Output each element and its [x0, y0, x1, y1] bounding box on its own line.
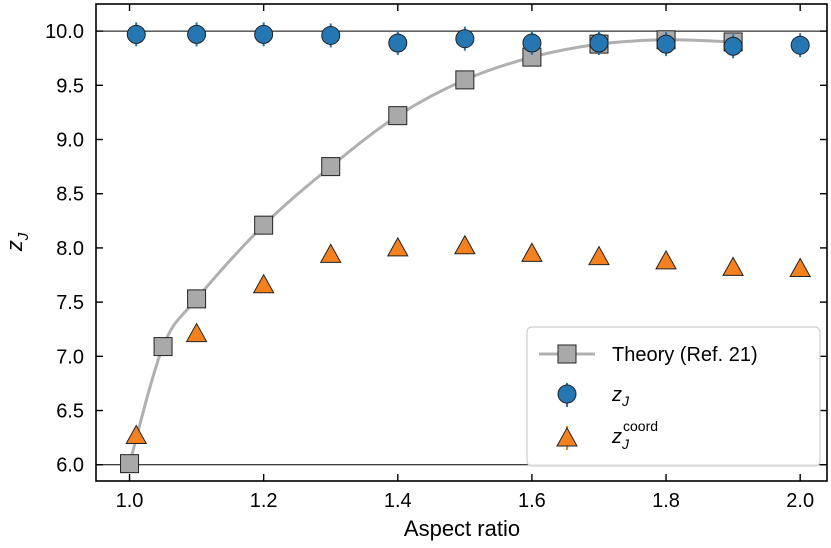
y-tick-label: 6.5: [56, 401, 84, 423]
y-tick-label: 6.0: [56, 455, 84, 477]
legend-zj-sub: J: [621, 393, 630, 409]
zj-coord-point: [319, 243, 342, 263]
zj-coord-point: [125, 424, 148, 444]
zj-coord-point: [386, 236, 409, 257]
y-tick-label: 8.0: [56, 238, 84, 260]
legend-entry-zj: zJ: [557, 383, 630, 409]
theory-point: [321, 157, 341, 177]
data-markers: [120, 22, 812, 474]
theory-point: [120, 454, 140, 474]
zj-coord-point: [789, 257, 812, 278]
y-tick-label: 7.5: [56, 292, 84, 314]
y-tick-label: 10.0: [45, 21, 84, 43]
y-tick-label: 9.5: [56, 75, 84, 97]
y-tick-label: 7.0: [56, 346, 84, 368]
x-axis-label: Aspect ratio: [404, 516, 520, 541]
y-axis-label-main: z: [2, 240, 27, 252]
theory-point: [153, 337, 173, 357]
x-tick-label: 1.4: [384, 490, 412, 512]
zj-point: [723, 36, 743, 56]
theory-point: [388, 106, 408, 126]
legend-coord-sup: coord: [623, 418, 658, 434]
zj-point: [455, 29, 475, 49]
legend: Theory (Ref. 21) zJ zJcoord: [526, 326, 821, 467]
zj-point: [187, 24, 207, 44]
theory-line-path: [128, 38, 734, 465]
zj-point: [522, 33, 542, 53]
x-tick-label: 1.0: [116, 490, 144, 512]
legend-zj-label: zJ: [611, 384, 630, 409]
theory-point: [455, 70, 475, 90]
zj-point: [126, 24, 146, 44]
legend-entry-theory: Theory (Ref. 21): [539, 344, 758, 366]
zj-point: [589, 33, 609, 53]
zj-point: [254, 24, 274, 44]
legend-zj-main: z: [611, 384, 622, 406]
zj-point: [321, 25, 341, 45]
zj-coord-point: [521, 242, 543, 262]
y-axis-label: zJ: [2, 232, 32, 252]
zj-coord-point: [722, 256, 744, 276]
x-tick-label: 1.6: [518, 490, 546, 512]
plot-frame: [95, 3, 828, 482]
zj-coord-point: [588, 245, 610, 266]
legend-coord-main: z: [611, 426, 622, 448]
theory-curve: [128, 38, 734, 465]
zj-coord-point: [185, 322, 208, 343]
zj-coord-point: [252, 273, 275, 294]
zj-coord-point: [655, 249, 677, 270]
axis-ticks: 1.0 1.2 1.4 1.6 1.8 2.0 6.0 6.5 7.0 7.5 8.0 8.5 9.0 9…: [45, 4, 827, 512]
y-tick-label: 8.5: [56, 184, 84, 206]
y-axis-label-sub: J: [15, 232, 32, 241]
zj-point: [656, 34, 676, 54]
legend-box: [526, 326, 821, 467]
legend-theory-marker: [557, 344, 577, 364]
legend-zj-marker: [557, 384, 577, 404]
legend-theory-label: Theory (Ref. 21): [612, 344, 758, 366]
legend-coord-marker: [556, 426, 578, 447]
x-tick-label: 1.8: [652, 490, 680, 512]
legend-coord-sub: J: [621, 436, 630, 452]
legend-coord-label: zJcoord: [611, 418, 658, 452]
x-tick-label: 2.0: [786, 490, 814, 512]
zj-point: [790, 35, 810, 55]
x-tick-label: 1.2: [250, 490, 278, 512]
zj-point: [388, 33, 408, 53]
svg-text:zJ: zJ: [2, 232, 32, 252]
y-tick-label: 9.0: [56, 130, 84, 152]
theory-point: [254, 215, 274, 235]
zj-coord-point: [454, 234, 476, 255]
theory-point: [187, 289, 207, 309]
legend-entry-zj-coord: zJcoord: [556, 418, 658, 452]
